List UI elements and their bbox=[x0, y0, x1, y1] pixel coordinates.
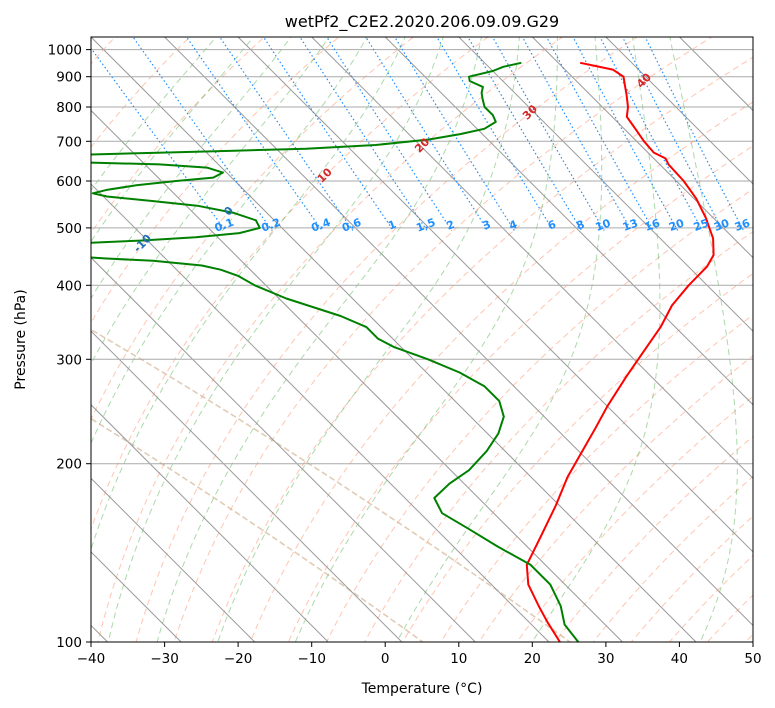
x-tick-label: 0 bbox=[381, 651, 390, 667]
mixing-ratio-label: 3 bbox=[481, 218, 493, 233]
isotherm-line bbox=[91, 109, 624, 642]
moist-adiabat-line bbox=[156, 37, 482, 642]
mixing-ratio-line bbox=[621, 37, 724, 231]
dewpoint-profile-line bbox=[91, 61, 580, 642]
mixing-ratio-label: 0.6 bbox=[340, 216, 363, 235]
isobars bbox=[91, 49, 753, 642]
mixing-ratio-line bbox=[644, 37, 745, 231]
y-tick-label: 700 bbox=[56, 134, 82, 150]
x-tick-label: −40 bbox=[77, 651, 106, 667]
isotherm-line bbox=[605, 37, 753, 185]
isotherm-line bbox=[458, 37, 753, 332]
x-tick-label: 20 bbox=[524, 651, 541, 667]
y-axis-ticks: 100 200 300 400 500 600 700 800 900 1000 bbox=[48, 43, 91, 651]
y-tick-label: 100 bbox=[56, 635, 82, 651]
y-tick-label: 400 bbox=[56, 278, 82, 294]
isotherm-line bbox=[384, 37, 753, 406]
isotherm-line bbox=[531, 37, 753, 259]
mixing-ratio-line bbox=[545, 37, 655, 231]
moist-adiabat-line bbox=[294, 37, 558, 642]
moist-adiabat-line bbox=[217, 37, 520, 642]
isotherm-line bbox=[310, 37, 753, 480]
mixing-ratio-label: 6 bbox=[546, 218, 558, 233]
mixing-ratio-label: 25 bbox=[692, 216, 711, 233]
dry-adiabat-line bbox=[173, 37, 713, 642]
x-tick-label: −20 bbox=[224, 651, 253, 667]
isotherm-line bbox=[91, 183, 550, 642]
mixing-ratio-lines bbox=[91, 37, 745, 231]
x-tick-label: −30 bbox=[150, 651, 179, 667]
y-axis-label: Pressure (hPa) bbox=[13, 289, 29, 389]
sounding-profiles bbox=[91, 61, 715, 642]
plot-frame bbox=[90, 36, 754, 643]
mixing-ratio-label: 0.4 bbox=[310, 216, 333, 235]
dry-adiabat-line bbox=[211, 56, 753, 642]
y-tick-label: 500 bbox=[56, 221, 82, 237]
mixing-ratio-label: 1 bbox=[386, 218, 398, 233]
isotherm-line bbox=[163, 37, 753, 627]
mixing-ratio-label: 13 bbox=[621, 216, 640, 233]
temperature-profile-line bbox=[525, 61, 715, 642]
x-tick-label: 10 bbox=[450, 651, 467, 667]
x-tick-label: −10 bbox=[297, 651, 326, 667]
mixing-ratio-label: 36 bbox=[733, 216, 752, 234]
mixing-ratio-line bbox=[521, 37, 633, 231]
mixing-ratio-line bbox=[299, 37, 428, 231]
dry-adiabat-line bbox=[287, 145, 753, 642]
x-tick-label: 40 bbox=[671, 651, 688, 667]
mixing-ratio-line bbox=[365, 37, 489, 231]
x-tick-label: 30 bbox=[597, 651, 614, 667]
dry-adiabat-line bbox=[478, 355, 753, 642]
moist-adiabat-line bbox=[91, 37, 330, 365]
mixing-ratio-label: 2 bbox=[445, 218, 457, 233]
x-tick-label: 50 bbox=[744, 651, 761, 667]
y-tick-label: 300 bbox=[56, 352, 82, 368]
mixing-ratio-label: 8 bbox=[575, 218, 587, 233]
dry-adiabat-line bbox=[91, 37, 415, 421]
isotherm-line bbox=[91, 37, 697, 642]
mixing-ratio-line bbox=[185, 37, 323, 231]
y-tick-label: 800 bbox=[56, 100, 82, 116]
y-tick-label: 900 bbox=[56, 70, 82, 86]
mixing-ratio-line bbox=[219, 37, 354, 231]
isotherm-line bbox=[91, 551, 182, 642]
mixing-ratio-line bbox=[492, 37, 605, 231]
y-tick-label: 600 bbox=[56, 174, 82, 190]
mixing-ratio-line bbox=[325, 37, 453, 231]
isotherm-line bbox=[237, 37, 753, 553]
mixing-ratio-label: 0.1 bbox=[213, 216, 236, 235]
x-axis-label: Temperature (°C) bbox=[361, 681, 483, 697]
y-tick-label: 200 bbox=[56, 457, 82, 473]
isotherm-line bbox=[91, 330, 403, 642]
mixing-ratio-line bbox=[394, 37, 515, 231]
mixing-ratio-label: 1.5 bbox=[414, 216, 437, 235]
mixing-ratio-label: 0.2 bbox=[260, 216, 283, 235]
isotherm-line bbox=[91, 256, 477, 642]
mixing-ratio-label: 16 bbox=[643, 216, 662, 234]
mixing-ratio-label: 4 bbox=[507, 218, 519, 233]
mixing-ratio-line bbox=[467, 37, 583, 231]
isotherms bbox=[91, 37, 753, 642]
dry-adiabat-line bbox=[249, 101, 753, 642]
isotherm-line bbox=[91, 404, 329, 642]
chart-title: wetPf2_C2E2.2020.206.09.09.G29 bbox=[285, 12, 559, 32]
isotherm-line bbox=[91, 477, 256, 642]
moist-adiabat-line bbox=[531, 37, 661, 642]
dry-adiabat-line bbox=[91, 37, 265, 234]
mixing-ratio-label: 10 bbox=[594, 216, 613, 234]
mixing-ratio-line bbox=[599, 37, 703, 231]
y-tick-label: 1000 bbox=[48, 43, 82, 59]
mixing-ratio-label: 30 bbox=[712, 216, 731, 234]
x-axis-ticks: −40 −30 −20 −10 0 10 20 30 40 50 bbox=[77, 642, 762, 667]
mixing-ratio-label: 20 bbox=[667, 216, 686, 234]
mixing-ratio-line bbox=[436, 37, 554, 231]
dry-adiabat-line bbox=[440, 314, 753, 642]
moist-adiabat-line bbox=[669, 37, 738, 642]
dry-adiabat-line bbox=[135, 37, 639, 642]
dry-adiabat-line bbox=[97, 37, 564, 642]
dry-adiabat-line bbox=[91, 37, 340, 324]
